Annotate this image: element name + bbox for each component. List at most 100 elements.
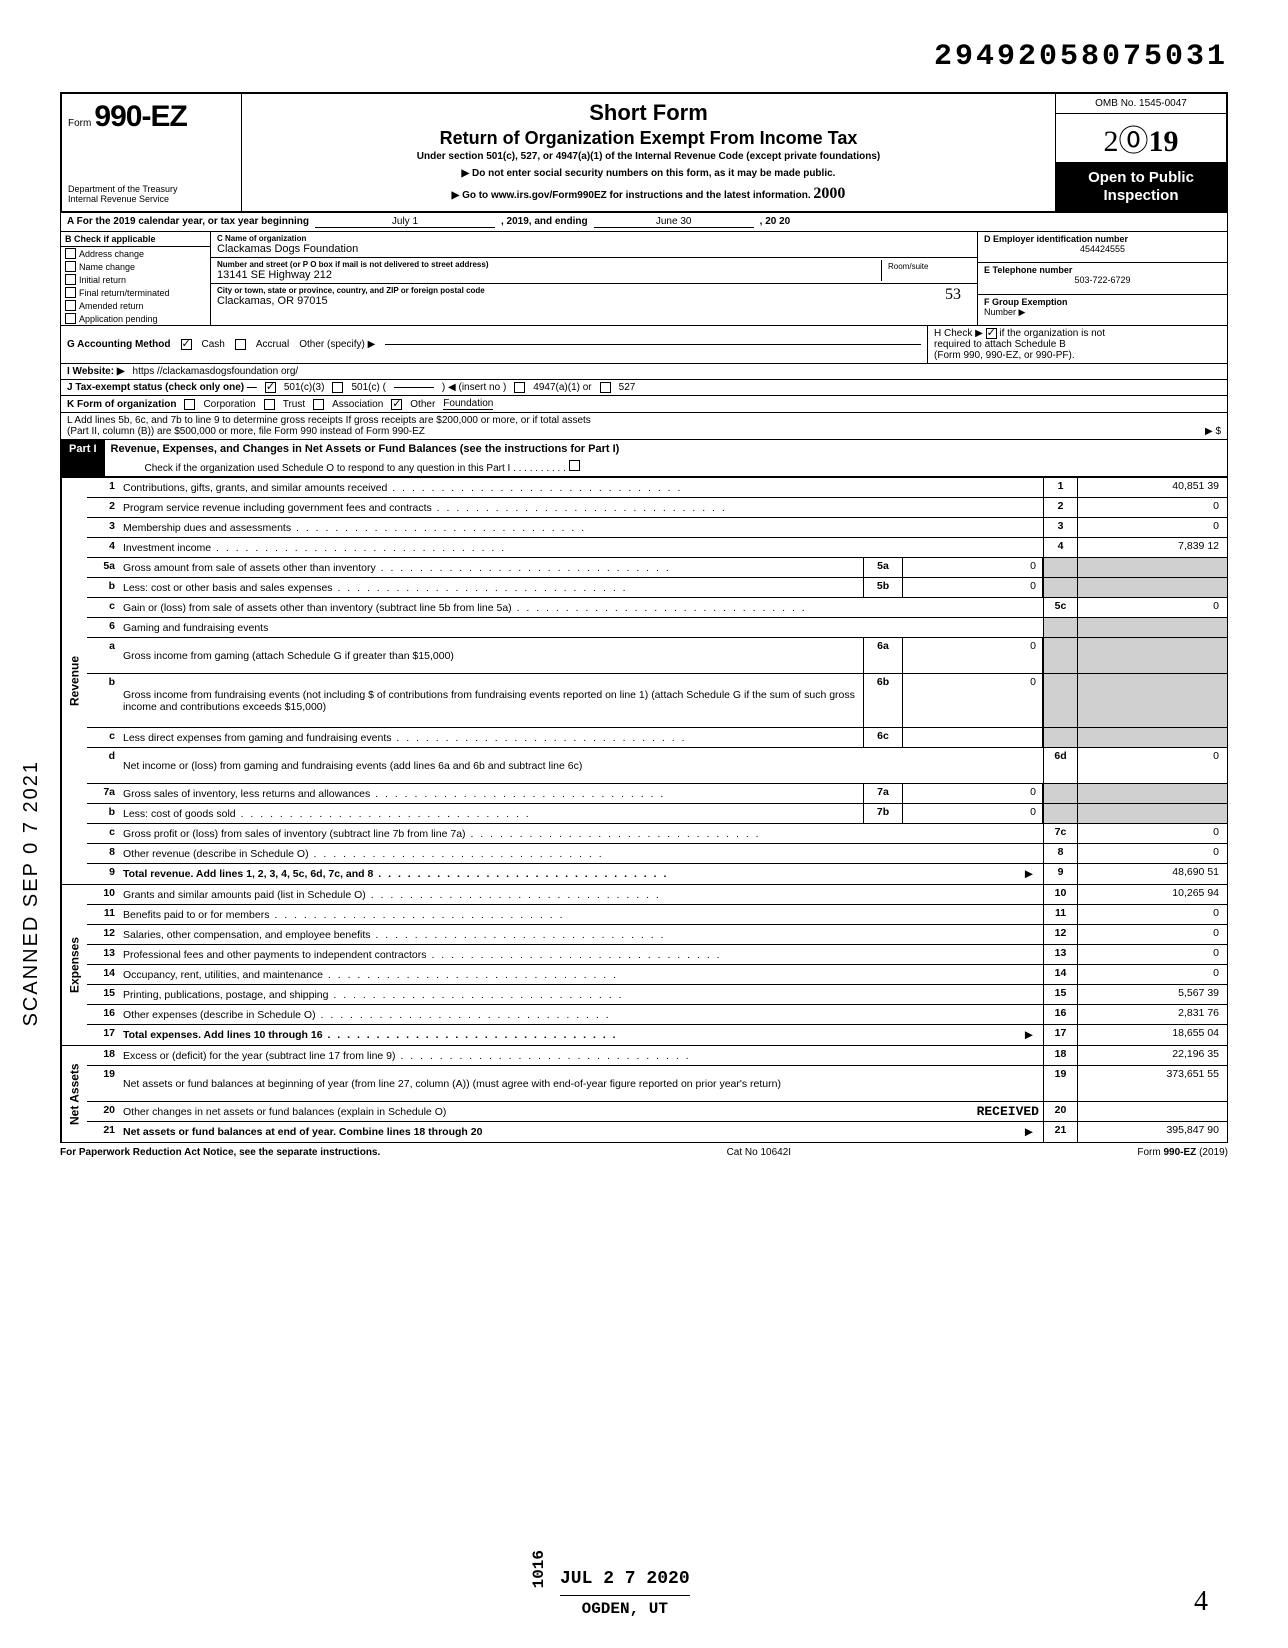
check-application-pending[interactable]: Application pending [61, 312, 210, 325]
accounting-method-label: G Accounting Method [67, 339, 171, 350]
check-schedule-o-part1[interactable] [569, 460, 580, 471]
line-16-value[interactable]: 2,831 76 [1077, 1005, 1227, 1024]
block-bcd: B Check if applicable Address change Nam… [60, 232, 1228, 326]
line-5c-desc: Gain or (loss) from sale of assets other… [123, 602, 1039, 614]
check-amended-return[interactable]: Amended return [61, 299, 210, 312]
website-value[interactable]: https //clackamasdogsfoundation org/ [133, 366, 299, 377]
line-2-desc: Program service revenue including govern… [123, 502, 1039, 514]
row-gh: G Accounting Method Cash Accrual Other (… [60, 326, 1228, 364]
line-18-value[interactable]: 22,196 35 [1077, 1046, 1227, 1065]
line-5b-desc: Less: cost or other basis and sales expe… [123, 582, 859, 594]
part1-check-text: Check if the organization used Schedule … [145, 463, 566, 474]
check-accrual[interactable] [235, 339, 246, 350]
line-6d-desc: Net income or (loss) from gaming and fun… [123, 760, 582, 772]
row-l-gross-receipts: L Add lines 5b, 6c, and 7b to line 9 to … [60, 413, 1228, 440]
form-subtitle: Under section 501(c), 527, or 4947(a)(1)… [252, 151, 1045, 162]
website-label: I Website: ▶ [67, 366, 125, 377]
check-cash[interactable] [181, 339, 192, 350]
line-6c-desc: Less direct expenses from gaming and fun… [123, 732, 859, 744]
h-check-label: H Check ▶ [934, 328, 983, 339]
line-11-value[interactable]: 0 [1077, 905, 1227, 924]
revenue-section: Revenue 1Contributions, gifts, grants, a… [61, 477, 1227, 884]
line-6a-value[interactable]: 0 [903, 638, 1043, 673]
line-7a-desc: Gross sales of inventory, less returns a… [123, 788, 859, 800]
line-12-desc: Salaries, other compensation, and employ… [123, 929, 1039, 941]
line-2-value[interactable]: 0 [1077, 498, 1227, 517]
dept-irs: Internal Revenue Service [68, 195, 235, 205]
received-inline-stamp: RECEIVED [977, 1104, 1039, 1119]
line-1-desc: Contributions, gifts, grants, and simila… [123, 482, 1039, 494]
check-527[interactable] [600, 382, 611, 393]
page-footer: For Paperwork Reduction Act Notice, see … [60, 1143, 1228, 1162]
check-name-change[interactable]: Name change [61, 260, 210, 273]
check-final-return[interactable]: Final return/terminated [61, 286, 210, 299]
line-9-value[interactable]: 48,690 51 [1077, 864, 1227, 884]
ein-value[interactable]: 454424555 [984, 244, 1221, 254]
line-6c-value[interactable] [903, 728, 1043, 747]
line-9-desc: Total revenue. Add lines 1, 2, 3, 4, 5c,… [123, 868, 1019, 880]
form-prefix: Form [68, 118, 91, 129]
stamp-1016: 1016 [530, 1550, 548, 1588]
tel-label: E Telephone number [984, 265, 1072, 275]
ein-label: D Employer identification number [984, 234, 1128, 244]
check-trust[interactable] [264, 399, 275, 410]
part1-tag: Part I [61, 440, 105, 476]
expenses-section: Expenses 10Grants and similar amounts pa… [61, 884, 1227, 1045]
line-16-desc: Other expenses (describe in Schedule O) [123, 1009, 1039, 1021]
line-7b-value[interactable]: 0 [903, 804, 1043, 823]
line-13-value[interactable]: 0 [1077, 945, 1227, 964]
line-7a-value[interactable]: 0 [903, 784, 1043, 803]
line-15-value[interactable]: 5,567 39 [1077, 985, 1227, 1004]
line-19-desc: Net assets or fund balances at beginning… [123, 1078, 781, 1090]
line-14-value[interactable]: 0 [1077, 965, 1227, 984]
tax-status-label: J Tax-exempt status (check only one) — [67, 382, 257, 393]
net-assets-section: Net Assets 18Excess or (deficit) for the… [61, 1045, 1227, 1142]
end-date[interactable]: June 30 [594, 216, 754, 228]
line-3-desc: Membership dues and assessments [123, 522, 1039, 534]
check-other-org[interactable] [391, 399, 402, 410]
other-org-value[interactable]: Foundation [443, 398, 493, 410]
line-8-value[interactable]: 0 [1077, 844, 1227, 863]
line-6b-value[interactable]: 0 [903, 674, 1043, 727]
check-address-change[interactable]: Address change [61, 247, 210, 260]
check-501c[interactable] [332, 382, 343, 393]
line-20-value[interactable] [1077, 1102, 1227, 1121]
line-19-value[interactable]: 373,651 55 [1077, 1066, 1227, 1101]
line-10-value[interactable]: 10,265 94 [1077, 885, 1227, 904]
line-6d-value[interactable]: 0 [1077, 748, 1227, 783]
check-corporation[interactable] [184, 399, 195, 410]
org-address[interactable]: 13141 SE Highway 212 [217, 269, 881, 281]
ssn-warning: ▶ Do not enter social security numbers o… [252, 168, 1045, 179]
begin-date[interactable]: July 1 [315, 216, 495, 228]
room-suite[interactable]: Room/suite [881, 260, 971, 281]
footer-cat-no: Cat No 10642I [727, 1147, 792, 1158]
line-1-value[interactable]: 40,851 39 [1077, 478, 1227, 497]
org-city[interactable]: Clackamas, OR 97015 [217, 295, 945, 307]
line-3-value[interactable]: 0 [1077, 518, 1227, 537]
check-initial-return[interactable]: Initial return [61, 273, 210, 286]
line-5c-value[interactable]: 0 [1077, 598, 1227, 617]
check-schedule-b[interactable] [986, 328, 997, 339]
check-501c3[interactable] [265, 382, 276, 393]
check-4947[interactable] [514, 382, 525, 393]
line-7c-value[interactable]: 0 [1077, 824, 1227, 843]
tel-value[interactable]: 503-722-6729 [984, 275, 1221, 285]
line-17-value[interactable]: 18,655 04 [1077, 1025, 1227, 1045]
received-stamp: JUL 2 7 2020 OGDEN, UT [560, 1563, 690, 1618]
gross-receipts-arrow: ▶ $ [1205, 426, 1221, 437]
org-name[interactable]: Clackamas Dogs Foundation [217, 243, 971, 255]
accounting-other: Other (specify) ▶ [299, 339, 375, 350]
footer-paperwork: For Paperwork Reduction Act Notice, see … [60, 1147, 380, 1158]
received-city: OGDEN, UT [560, 1595, 690, 1618]
line-21-value[interactable]: 395,847 90 [1077, 1122, 1227, 1142]
line-12-value[interactable]: 0 [1077, 925, 1227, 944]
line-5a-value[interactable]: 0 [903, 558, 1043, 577]
revenue-tab: Revenue [61, 478, 87, 884]
line-5b-value[interactable]: 0 [903, 578, 1043, 597]
line-4-value[interactable]: 7,839 12 [1077, 538, 1227, 557]
open-public-label: Open to Public Inspection [1056, 163, 1226, 211]
check-association[interactable] [313, 399, 324, 410]
line-21-desc: Net assets or fund balances at end of ye… [123, 1126, 1019, 1138]
line-17-desc: Total expenses. Add lines 10 through 16 [123, 1029, 1019, 1041]
hand-53: 53 [945, 286, 971, 307]
